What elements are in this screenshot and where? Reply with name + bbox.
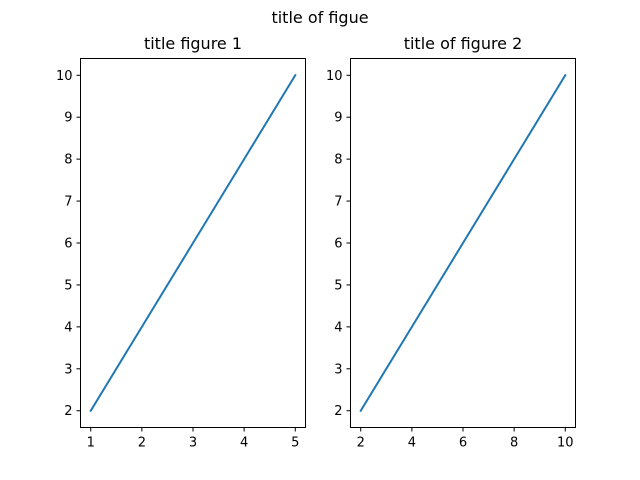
subplot-2-y-tick-label: 6 bbox=[334, 237, 342, 252]
subplot-2-x-tick-label: 2 bbox=[357, 436, 365, 451]
subplot-1-y-tick-label: 2 bbox=[64, 404, 72, 419]
subplot-1-y-tick-label: 9 bbox=[64, 111, 72, 126]
subplot-2-y-tick-label: 9 bbox=[334, 111, 342, 126]
figure-title: title of figue bbox=[271, 8, 368, 27]
subplot-1-y-tick-label: 7 bbox=[64, 195, 72, 210]
subplot-1-y-tick-label: 6 bbox=[64, 237, 72, 252]
subplot-2-title: title of figure 2 bbox=[404, 34, 523, 53]
subplot-1-x-tick-label: 4 bbox=[240, 436, 248, 451]
subplot-2-y-ticks: 2 3 4 5 6 7 8 9 10 bbox=[326, 69, 351, 419]
subplot-2-y-tick-label: 10 bbox=[326, 69, 343, 84]
subplot-1: title figure 1 1 2 3 4 5 2 3 4 5 6 7 8 9 10 bbox=[56, 34, 306, 451]
subplot-1-x-tick-label: 2 bbox=[138, 436, 146, 451]
subplot-1-y-tick-label: 8 bbox=[64, 153, 72, 168]
subplot-2: title of figure 2 2 4 6 8 10 2 3 4 5 6 7 8 9 10 bbox=[326, 34, 576, 451]
subplot-1-series bbox=[89, 73, 297, 413]
subplot-1-title: title figure 1 bbox=[144, 34, 242, 53]
subplot-2-series bbox=[359, 73, 567, 413]
subplot-2-y-tick-label: 7 bbox=[334, 195, 342, 210]
subplot-2-series-line bbox=[359, 73, 567, 413]
subplot-2-y-tick-label: 2 bbox=[334, 404, 342, 419]
subplot-2-y-tick-label: 5 bbox=[334, 278, 342, 293]
subplot-2-x-tick-label: 6 bbox=[459, 436, 467, 451]
subplot-2-x-tick-label: 4 bbox=[408, 436, 416, 451]
subplot-1-y-ticks: 2 3 4 5 6 7 8 9 10 bbox=[56, 69, 81, 419]
subplot-1-series-line bbox=[89, 73, 297, 413]
subplot-1-y-tick-label: 5 bbox=[64, 278, 72, 293]
subplot-1-x-tick-label: 5 bbox=[291, 436, 299, 451]
subplot-2-y-tick-label: 4 bbox=[334, 320, 342, 335]
subplot-1-x-ticks: 1 2 3 4 5 bbox=[87, 427, 299, 451]
subplot-1-x-tick-label: 1 bbox=[87, 436, 95, 451]
subplot-2-x-tick-label: 10 bbox=[557, 436, 574, 451]
subplot-1-y-tick-label: 3 bbox=[64, 362, 72, 377]
subplot-2-y-tick-label: 8 bbox=[334, 153, 342, 168]
subplot-2-x-ticks: 2 4 6 8 10 bbox=[357, 427, 574, 451]
subplot-2-x-tick-label: 8 bbox=[510, 436, 518, 451]
subplot-1-x-tick-label: 3 bbox=[189, 436, 197, 451]
subplot-1-y-tick-label: 4 bbox=[64, 320, 72, 335]
subplot-2-y-tick-label: 3 bbox=[334, 362, 342, 377]
subplot-1-y-tick-label: 10 bbox=[56, 69, 73, 84]
